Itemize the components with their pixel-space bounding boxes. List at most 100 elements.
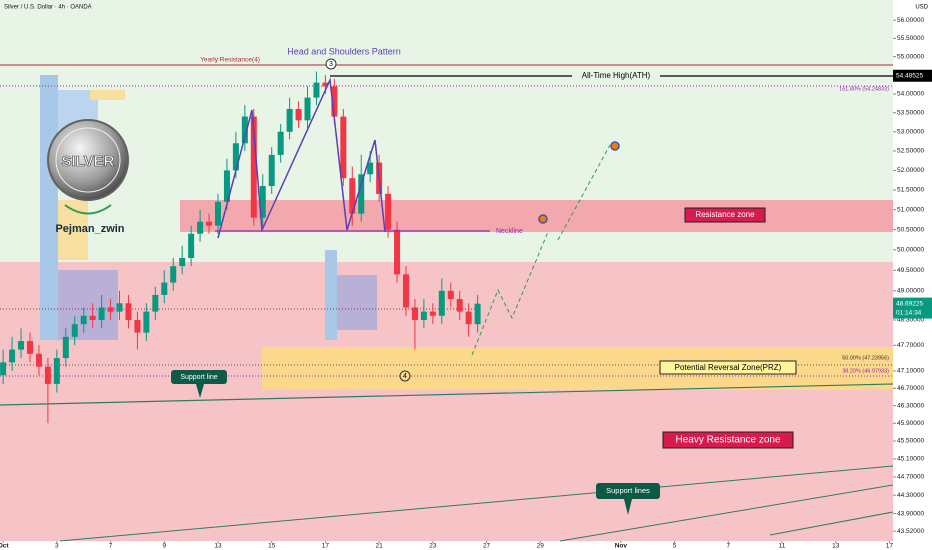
candle-body bbox=[18, 341, 25, 350]
x-tick-label: 5 bbox=[673, 543, 677, 550]
candle-body bbox=[188, 233, 195, 258]
target-marker bbox=[538, 214, 548, 224]
y-tick-label: 44.70000 bbox=[897, 474, 924, 481]
y-tick-label: 55.00000 bbox=[897, 53, 924, 60]
ath-price-box bbox=[893, 69, 932, 82]
target-marker bbox=[610, 141, 620, 151]
candle-body bbox=[429, 311, 436, 316]
candle-body bbox=[0, 362, 7, 376]
x-tick-label: 7 bbox=[726, 543, 730, 550]
label-bg bbox=[662, 431, 794, 449]
candle-body bbox=[223, 170, 230, 202]
y-tick-label: 50.50000 bbox=[897, 226, 924, 233]
annotation: Support line bbox=[180, 374, 217, 381]
candle-body bbox=[197, 221, 204, 234]
label-bg bbox=[171, 370, 227, 384]
y-tick-label: 50.00000 bbox=[897, 247, 924, 254]
profile-bar bbox=[40, 75, 58, 340]
candle-body bbox=[304, 97, 311, 121]
candle-body bbox=[80, 315, 87, 325]
wave-circle bbox=[325, 58, 337, 70]
candle-body bbox=[402, 274, 409, 308]
label-bg bbox=[684, 207, 766, 223]
callout-pointer bbox=[624, 499, 632, 515]
candle-body bbox=[295, 108, 302, 121]
candle-body bbox=[358, 174, 365, 214]
candle-body bbox=[465, 311, 472, 325]
candle-body bbox=[179, 257, 186, 267]
label-bg bbox=[659, 360, 797, 375]
y-tick-label: 52.00000 bbox=[897, 167, 924, 174]
candle-body bbox=[313, 82, 320, 98]
price-axis bbox=[893, 0, 932, 550]
x-tick-label: 21 bbox=[376, 543, 384, 550]
y-tick-label: 45.10000 bbox=[897, 456, 924, 463]
label-bg bbox=[596, 483, 660, 499]
annotation: 4 bbox=[403, 373, 407, 380]
candle-body bbox=[206, 221, 213, 226]
y-tick-label: 53.00000 bbox=[897, 128, 924, 135]
candle-body bbox=[53, 358, 60, 384]
x-tick-label: 11 bbox=[779, 543, 786, 550]
candle-body bbox=[134, 319, 141, 333]
x-tick-label: Nov bbox=[615, 543, 628, 550]
y-tick-label: 52.50000 bbox=[897, 148, 924, 155]
annotation: Resistance zone bbox=[695, 210, 755, 219]
y-tick-label: 47.10000 bbox=[897, 368, 924, 375]
candle-body bbox=[438, 290, 445, 316]
candle-body bbox=[349, 178, 356, 214]
support-line bbox=[769, 511, 894, 536]
y-tick-label: 44.30000 bbox=[897, 492, 924, 499]
annotation: 161.80% (54.24833) bbox=[839, 86, 889, 92]
x-tick-label: 3 bbox=[55, 543, 59, 550]
wave-circle bbox=[399, 370, 411, 382]
ath-price-label: 54.48525 bbox=[896, 72, 923, 79]
x-tick-label: 23 bbox=[429, 543, 437, 550]
x-tick-label: 29 bbox=[537, 543, 545, 550]
candle-body bbox=[71, 324, 78, 337]
y-tick-label: 54.00000 bbox=[897, 91, 924, 98]
candle-body bbox=[170, 266, 177, 283]
y-tick-label: 43.52000 bbox=[897, 528, 924, 535]
candle-body bbox=[152, 294, 159, 312]
candle-body bbox=[385, 193, 392, 230]
candle-body bbox=[367, 162, 374, 175]
y-tick-label: 46.70000 bbox=[897, 385, 924, 392]
y-tick-label: 46.30000 bbox=[897, 402, 924, 409]
candle-body bbox=[250, 116, 257, 218]
countdown: 01:14:34 bbox=[896, 309, 922, 316]
label-bg bbox=[572, 71, 660, 81]
annotation: Heavy Resistance zone bbox=[675, 435, 780, 446]
candle-body bbox=[214, 201, 221, 226]
candle-body bbox=[456, 299, 463, 312]
x-tick-label: 17 bbox=[322, 543, 330, 550]
x-tick-label: 15 bbox=[268, 543, 276, 550]
projection bbox=[471, 231, 549, 356]
author: Pejman_zwin bbox=[55, 223, 124, 235]
ath-text: All-Time High(ATH) bbox=[582, 71, 651, 80]
x-tick-label: 7 bbox=[109, 543, 113, 550]
candles bbox=[0, 71, 481, 424]
candle-body bbox=[143, 311, 150, 333]
candle-body bbox=[331, 86, 338, 117]
prz-zone bbox=[262, 347, 893, 390]
badge bbox=[47, 119, 129, 201]
candle-body bbox=[98, 307, 105, 320]
candle-body bbox=[116, 303, 123, 312]
candle-body bbox=[44, 366, 51, 384]
x-tick-label: 17 bbox=[886, 543, 894, 550]
annotation: 3 bbox=[329, 61, 333, 68]
candle-body bbox=[26, 341, 33, 354]
profile-bar bbox=[58, 270, 118, 340]
y-tick-label: 55.50000 bbox=[897, 35, 924, 42]
x-tick-label: 13 bbox=[214, 543, 222, 550]
resistance-zone bbox=[180, 200, 893, 232]
pattern-outline bbox=[217, 77, 386, 239]
candle-body bbox=[322, 82, 329, 87]
profile-bar bbox=[325, 250, 337, 340]
x-tick-label: 9 bbox=[162, 543, 166, 550]
y-tick-label: 51.50000 bbox=[897, 187, 924, 194]
last-price-label: 48.69225 bbox=[896, 300, 923, 307]
time-axis bbox=[0, 541, 893, 550]
